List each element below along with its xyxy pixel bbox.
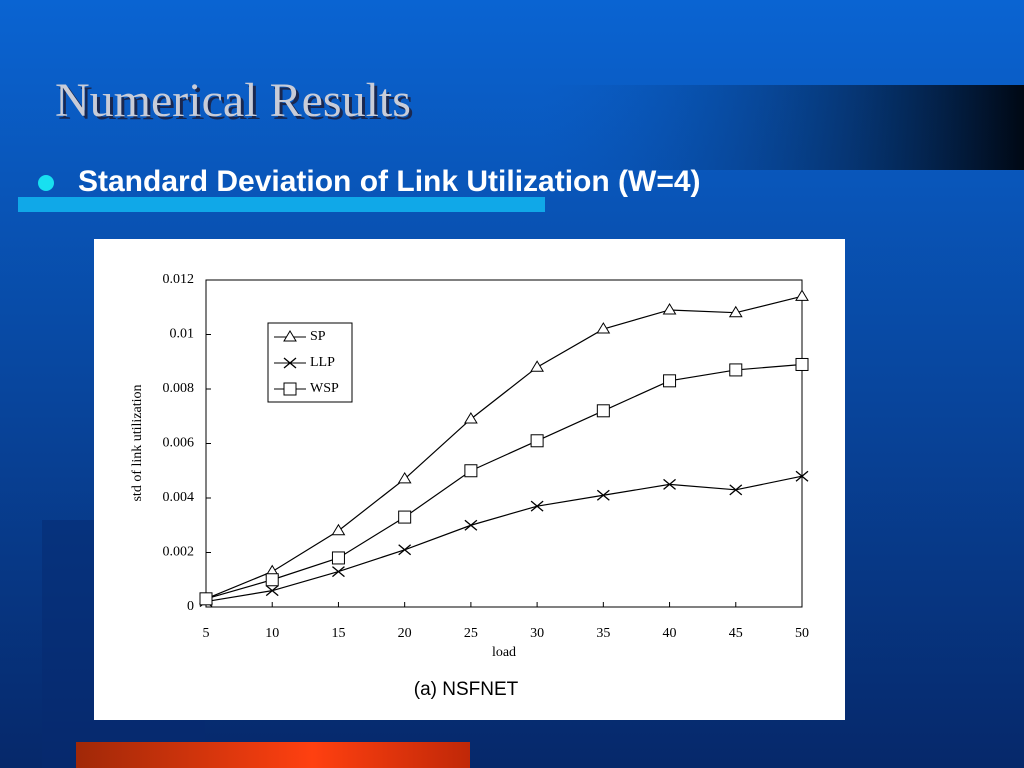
legend-label: WSP — [310, 381, 339, 396]
marker — [729, 363, 743, 377]
marker — [663, 478, 676, 490]
y-tick-label: 0.004 — [163, 490, 195, 505]
legend-label: SP — [310, 329, 326, 344]
marker — [530, 500, 544, 512]
x-tick-label: 5 — [203, 626, 210, 641]
marker — [464, 519, 478, 531]
title-shadow: Numerical Results — [58, 77, 414, 130]
chart-caption: (a) NSFNET — [414, 679, 519, 700]
x-tick-label: 20 — [398, 626, 412, 641]
marker — [596, 322, 611, 334]
y-axis-label: std of link utilization — [130, 384, 145, 501]
series-line — [205, 295, 803, 600]
marker — [283, 330, 297, 342]
marker — [397, 471, 412, 484]
marker — [663, 374, 677, 388]
y-tick-label: 0.01 — [170, 327, 195, 342]
x-tick-label: 15 — [331, 626, 345, 641]
marker — [199, 592, 213, 606]
marker — [662, 303, 677, 315]
decor-bar — [18, 197, 545, 212]
chart-panel — [94, 239, 845, 720]
y-tick-label: 0.006 — [163, 436, 195, 451]
marker — [265, 573, 279, 587]
bullet-dot — [38, 175, 54, 191]
x-tick-label: 25 — [464, 626, 478, 641]
marker — [464, 412, 478, 424]
slide-title: Numerical Results — [55, 74, 411, 127]
decor-band — [540, 85, 1024, 170]
chart: (a) NSFNET load std of link utilization … — [94, 239, 845, 720]
y-tick-label: 0 — [187, 599, 194, 614]
marker — [596, 404, 610, 418]
marker — [795, 357, 809, 371]
marker — [464, 464, 478, 478]
x-tick-label: 40 — [663, 626, 677, 641]
bullet-text: Standard Deviation of Link Utilization (… — [78, 165, 701, 198]
marker — [596, 489, 610, 501]
series-line — [205, 475, 803, 603]
marker — [795, 289, 809, 301]
x-tick-label: 30 — [530, 626, 544, 641]
marker — [265, 585, 279, 597]
marker — [283, 382, 297, 396]
decor-red — [76, 742, 470, 768]
marker — [728, 305, 743, 318]
x-tick-label: 50 — [795, 626, 809, 641]
marker — [398, 544, 412, 556]
marker — [283, 357, 297, 369]
x-tick-label: 45 — [729, 626, 743, 641]
marker — [530, 360, 544, 372]
marker — [332, 566, 345, 578]
y-tick-label: 0.008 — [163, 381, 195, 396]
marker — [331, 523, 346, 536]
marker — [729, 484, 743, 496]
marker — [530, 434, 544, 448]
y-tick-label: 0.012 — [163, 272, 195, 287]
marker — [331, 551, 345, 565]
marker — [795, 470, 809, 482]
marker — [398, 510, 412, 524]
x-tick-label: 35 — [596, 626, 610, 641]
series-line — [205, 363, 803, 600]
x-tick-label: 10 — [265, 626, 279, 641]
x-axis-label: load — [492, 645, 516, 660]
y-tick-label: 0.002 — [163, 545, 195, 560]
legend-label: LLP — [310, 355, 335, 370]
